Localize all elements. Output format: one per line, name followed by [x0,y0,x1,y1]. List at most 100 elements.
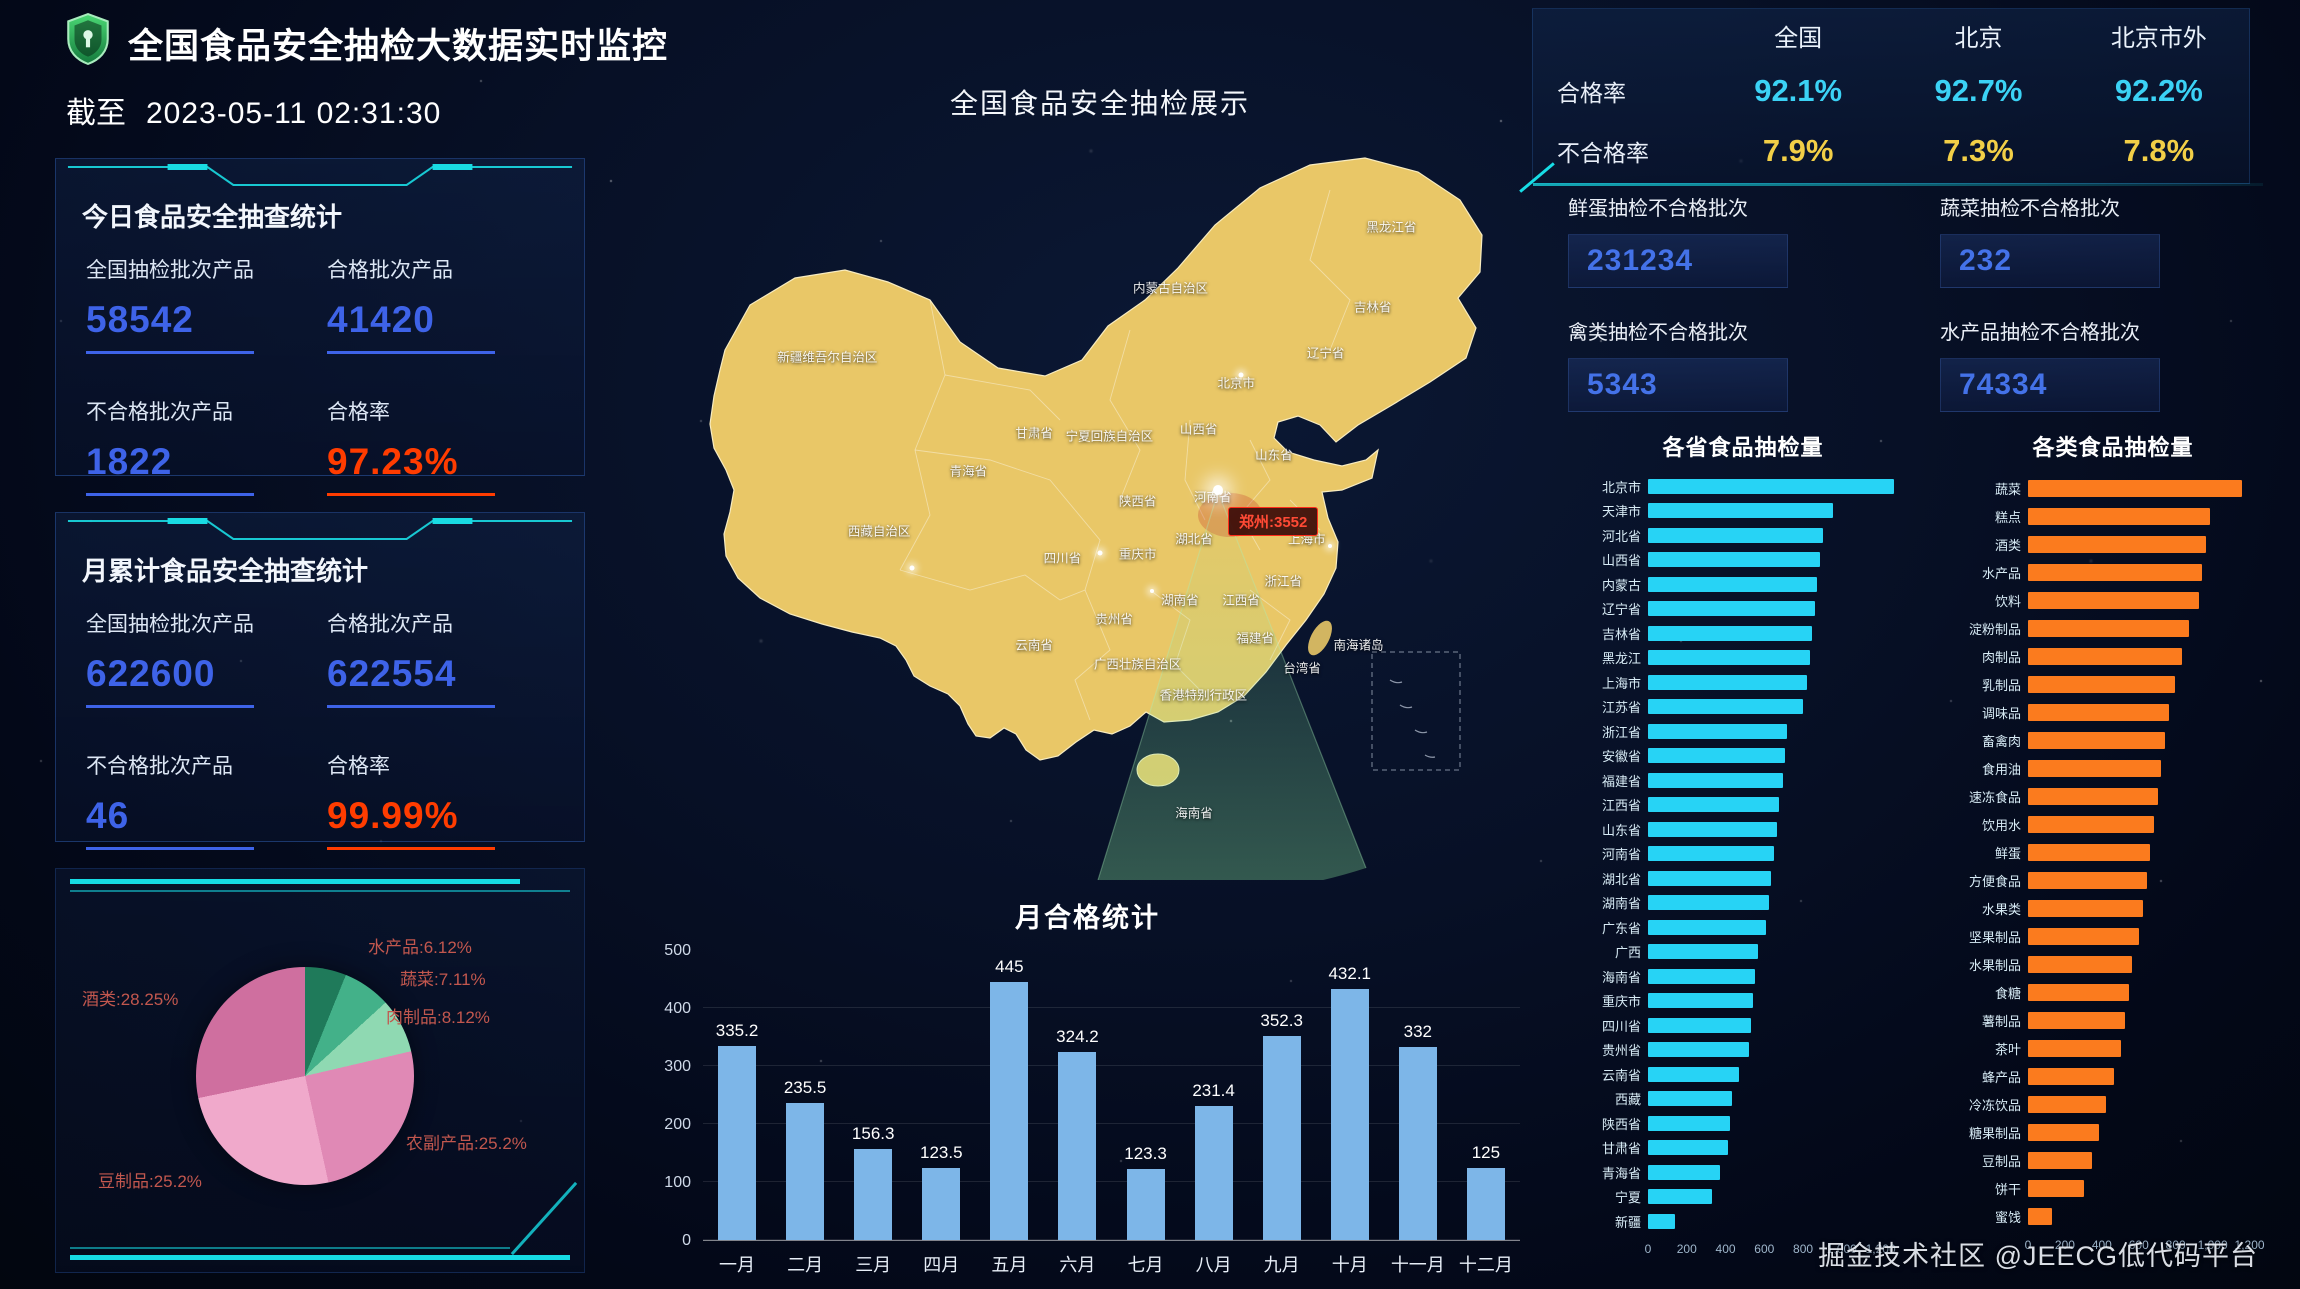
bar[interactable] [1648,699,1804,715]
bar[interactable] [1648,552,1820,568]
bar[interactable] [1648,625,1813,641]
china-map-svg[interactable] [630,120,1570,880]
bar[interactable] [2028,507,2210,525]
province-label[interactable]: 云南省 [1015,638,1053,653]
bar[interactable] [2028,759,2162,777]
province-label[interactable]: 陕西省 [1118,494,1157,509]
bar[interactable] [1648,1164,1721,1180]
pie-chart[interactable] [196,967,414,1185]
bar[interactable] [2028,563,2202,581]
bar[interactable] [1648,748,1785,764]
bar[interactable] [1330,989,1369,1240]
bar[interactable] [1648,1213,1676,1229]
bar[interactable] [718,1045,757,1240]
bar[interactable] [2028,479,2243,497]
bar[interactable] [1194,1105,1233,1240]
bar[interactable] [2028,1067,2114,1085]
province-label[interactable]: 西藏自治区 [847,524,911,539]
province-label[interactable]: 台湾省 [1283,661,1321,676]
bar[interactable] [2028,1123,2100,1141]
province-label[interactable]: 北京市 [1217,376,1256,391]
bar[interactable] [1648,601,1815,617]
province-label[interactable]: 江西省 [1222,593,1260,608]
bar[interactable] [1648,527,1824,543]
bar[interactable] [1648,723,1788,739]
bar[interactable] [1648,993,1754,1009]
province-label[interactable]: 甘肃省 [1015,426,1053,441]
bar[interactable] [1648,1017,1752,1033]
bar[interactable] [2028,535,2206,553]
bar[interactable] [2028,983,2129,1001]
bar[interactable] [1648,821,1777,837]
province-label[interactable]: 湖北省 [1175,532,1213,547]
bar[interactable] [2028,1095,2107,1113]
province-label[interactable]: 湖南省 [1161,593,1199,608]
bar[interactable] [2028,703,2169,721]
province-label[interactable]: 河南省 [1194,490,1232,505]
bar[interactable] [2028,871,2147,889]
bar[interactable] [1648,870,1772,886]
bar[interactable] [854,1149,893,1240]
bar[interactable] [2028,731,2165,749]
bar[interactable] [2028,1011,2125,1029]
bar[interactable] [786,1103,825,1240]
bar[interactable] [922,1168,961,1240]
province-label[interactable]: 黑龙江省 [1366,220,1417,235]
province-label[interactable]: 内蒙古自治区 [1132,281,1209,296]
bar[interactable] [1648,503,1834,519]
bar[interactable] [1648,1091,1733,1107]
bar[interactable] [1648,478,1895,494]
bar[interactable] [2028,787,2158,805]
bar[interactable] [2028,815,2154,833]
bar[interactable] [2028,619,2189,637]
bar[interactable] [2028,1207,2053,1225]
bar[interactable] [1648,846,1775,862]
bar[interactable] [1648,1189,1712,1205]
bar[interactable] [1126,1168,1165,1240]
province-label[interactable]: 四川省 [1043,551,1082,566]
bar[interactable] [1648,576,1818,592]
bar[interactable] [2028,843,2151,861]
bar[interactable] [2028,675,2175,693]
province-label[interactable]: 贵州省 [1095,612,1133,627]
bar[interactable] [1466,1167,1505,1240]
bar[interactable] [1648,674,1807,690]
bar[interactable] [1648,944,1758,960]
bar[interactable] [2028,1179,2084,1197]
bar[interactable] [1648,919,1767,935]
province-label[interactable]: 辽宁省 [1306,346,1345,361]
province-label[interactable]: 山东省 [1255,448,1293,463]
province-label[interactable]: 南海诸岛 [1333,638,1384,653]
bar[interactable] [2028,1151,2092,1169]
bar[interactable] [1398,1047,1437,1240]
province-label[interactable]: 香港特别行政区 [1159,688,1248,703]
bar[interactable] [1648,772,1783,788]
province-label[interactable]: 上海市 [1288,532,1326,547]
bar[interactable] [2028,647,2182,665]
province-label[interactable]: 新疆维吾尔自治区 [777,350,878,365]
province-label[interactable]: 宁夏回族自治区 [1065,429,1154,444]
bar[interactable] [1648,1066,1740,1082]
bar[interactable] [1648,1140,1728,1156]
province-label[interactable]: 吉林省 [1353,300,1392,315]
bar[interactable] [1648,895,1769,911]
province-label[interactable]: 广西壮族自治区 [1093,657,1182,672]
province-label[interactable]: 海南省 [1175,806,1213,821]
province-label[interactable]: 福建省 [1236,631,1274,646]
province-label[interactable]: 浙江省 [1264,574,1303,589]
bar[interactable] [2028,591,2200,609]
bar[interactable] [1648,968,1756,984]
bar[interactable] [1648,1115,1731,1131]
province-label[interactable]: 山西省 [1179,422,1218,437]
bar[interactable] [2028,1039,2122,1057]
bar[interactable] [2028,927,2140,945]
province-label[interactable]: 重庆市 [1118,547,1157,562]
bar[interactable] [1262,1035,1301,1240]
bar[interactable] [1058,1051,1097,1240]
bar[interactable] [990,981,1029,1240]
bar[interactable] [1648,650,1811,666]
province-label[interactable]: 青海省 [949,464,988,479]
bar[interactable] [1648,797,1780,813]
bar[interactable] [2028,955,2133,973]
bar[interactable] [2028,899,2143,917]
